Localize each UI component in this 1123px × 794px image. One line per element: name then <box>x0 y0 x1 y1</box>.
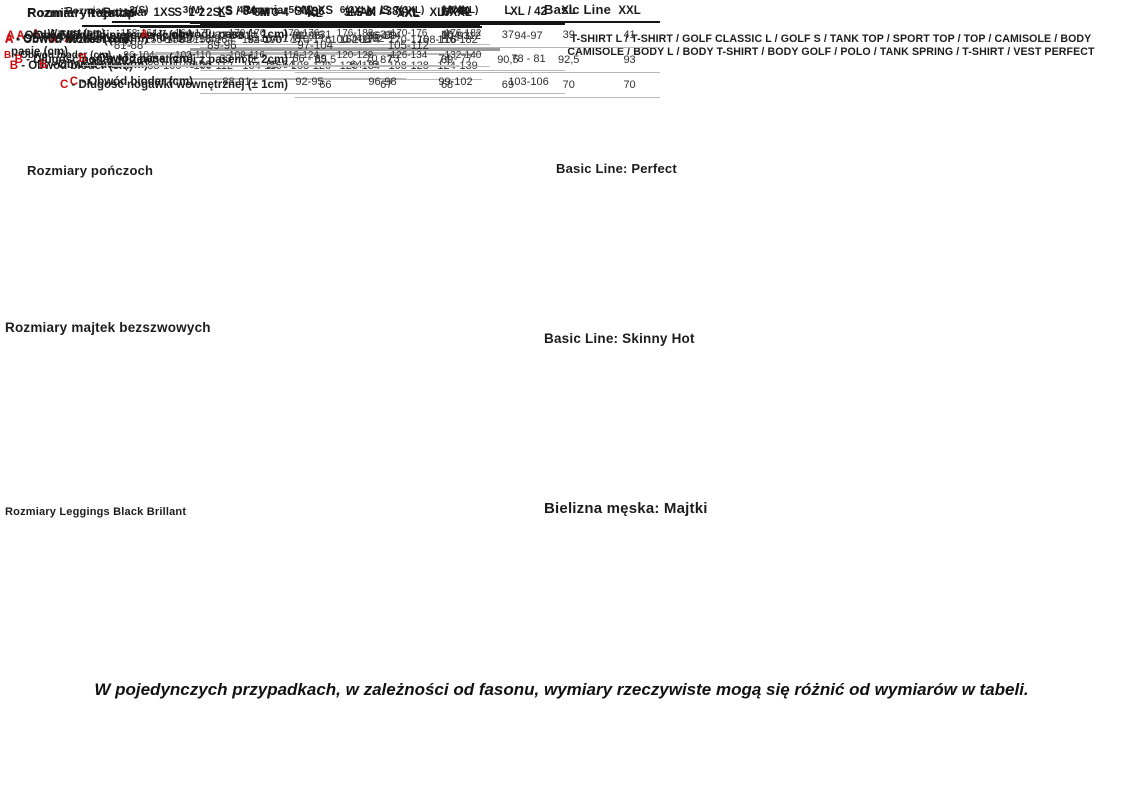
measure-letter: C <box>69 75 78 88</box>
column-header: L <box>175 0 269 27</box>
section-title-ponczochy: Rozmiary pończoch <box>27 163 154 178</box>
row-label: C - Obwód bioder (cm) <box>69 75 193 88</box>
row-label: C - Długość nogawki wewnętrznej (± 1cm) <box>59 78 288 91</box>
value-cell: 97-104 <box>268 26 362 66</box>
size-table: Rozmiar M L XL XXL A - Obwód w pasie (cm) 81-8… <box>0 0 455 66</box>
value-cell: 105-112 <box>361 26 455 66</box>
value-cell: 69 <box>477 72 539 98</box>
row-label: B - Obwód bioder (cm) <box>4 49 112 61</box>
measure-letter: B <box>4 49 12 61</box>
size-label-header: Rozmiar <box>27 6 75 20</box>
value-cell: 41 <box>599 22 660 48</box>
value-cell: 68 <box>416 72 478 98</box>
measure-letter: A <box>6 30 15 42</box>
measure-letter: B <box>14 53 23 66</box>
measure-letter: A <box>49 34 57 46</box>
value-cell: 70 <box>599 72 660 98</box>
header-row: Rozmiar M L XL XXL <box>0 0 455 27</box>
value-cell: 88-91 <box>200 70 273 94</box>
section-title-bielizna-meska: Bielizna męska: Majtki <box>544 500 708 517</box>
measure-letter: A <box>16 29 25 42</box>
column-header: M <box>82 0 176 27</box>
table-row: C - Długość nogawki wewnętrznej (± 1cm) 6… <box>0 72 660 98</box>
section-title-skinny-hot: Basic Line: Skinny Hot <box>544 331 695 346</box>
value-cell: 81-88 <box>82 26 176 66</box>
row-label: A - Obwód w pasie (cm) <box>4 32 75 58</box>
row-label: A - Wzrost (cm) <box>32 27 105 39</box>
value-cell: 66 <box>295 72 356 98</box>
measure-letter: A <box>4 32 13 45</box>
column-header: XXL <box>599 0 660 23</box>
value-cell: 92,5 <box>538 47 600 73</box>
bielizna-meska-size-table: Rozmiar M L XL XXL A - Obwód w pasie (cm) 81-8… <box>0 0 455 66</box>
measure-letter: A <box>5 34 13 46</box>
value-cell: 39 <box>538 22 600 48</box>
section-title-leggings: Rozmiary Leggings Black Brillant <box>5 506 187 518</box>
value-cell: 70 <box>538 72 600 98</box>
section-title-perfect: Basic Line: Perfect <box>556 161 677 176</box>
column-header: XL <box>268 0 362 27</box>
value-cell: 90,5 <box>477 47 539 73</box>
measure-letter: B <box>9 60 18 72</box>
value-cell: 67 <box>355 72 417 98</box>
table-row: A - Obwód w pasie (cm) 81-88 89-96 97-104 10… <box>0 26 455 66</box>
column-header: XL <box>538 0 600 23</box>
value-cell: 89-96 <box>175 26 269 66</box>
measure-letter: C <box>59 78 69 91</box>
value-cell: 37 <box>477 22 539 48</box>
measure-letter: A <box>32 27 39 39</box>
basic-line-product-list: T-SHIRT L / T-SHIRT / GOLF CLASSIC L / G… <box>567 33 1095 58</box>
measure-letter: A <box>64 33 72 45</box>
column-header: XXL <box>361 0 455 27</box>
value-cell: 93 <box>599 47 660 73</box>
column-header: L <box>477 0 539 23</box>
section-title-majtki-bezszwowe: Rozmiary majtek bezszwowych <box>5 320 211 335</box>
measure-letter: B <box>39 59 48 71</box>
size-disclaimer-note: W pojedynczych przypadkach, w zależności… <box>94 680 1029 699</box>
